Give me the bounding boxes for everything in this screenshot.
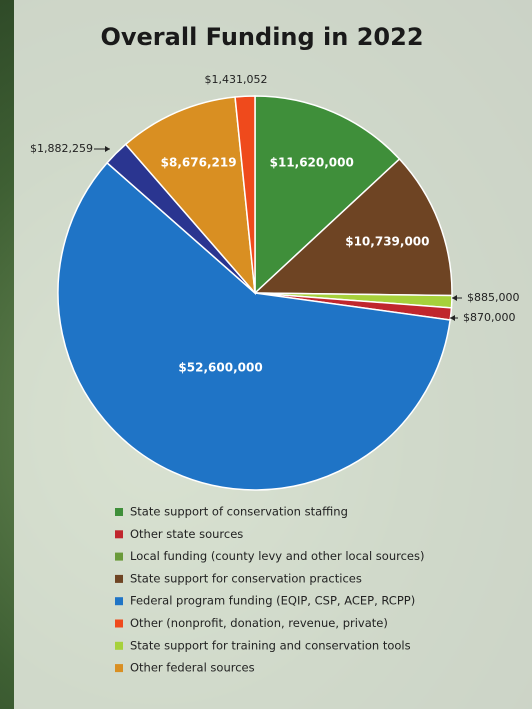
legend-label: Other (nonprofit, donation, revenue, pri… — [130, 616, 388, 630]
data-label: $11,620,000 — [270, 156, 354, 170]
data-label: $8,676,219 — [161, 155, 237, 169]
legend-swatch — [115, 530, 123, 539]
legend-label: State support of conservation staffing — [130, 505, 348, 519]
data-label: $1,431,052 — [205, 73, 268, 86]
legend-swatch — [115, 619, 123, 628]
label-arrowhead — [105, 146, 110, 152]
legend-label: Federal program funding (EQIP, CSP, ACEP… — [130, 594, 415, 608]
legend-label: Other state sources — [130, 527, 243, 541]
pie-slice — [57, 161, 451, 491]
label-arrowhead — [452, 295, 457, 301]
data-label: $870,000 — [463, 311, 516, 324]
pie-slice — [253, 157, 453, 297]
label-arrowhead — [450, 315, 455, 321]
pie-slice — [234, 95, 256, 294]
legend-swatch — [115, 664, 123, 673]
legend-label: Local funding (county levy and other loc… — [130, 549, 424, 563]
legend-label: Other federal sources — [130, 661, 255, 675]
chart-title: Overall Funding in 2022 — [100, 23, 423, 51]
data-label: $885,000 — [467, 291, 520, 304]
data-label: $10,739,000 — [345, 235, 429, 249]
data-label: $52,600,000 — [178, 361, 262, 375]
legend-swatch — [115, 641, 123, 650]
legend-swatch — [115, 574, 123, 583]
legend-swatch — [115, 508, 123, 516]
legend-swatch — [115, 597, 123, 606]
data-label: $1,882,259 — [30, 142, 93, 155]
legend-swatch — [115, 552, 123, 561]
legend-label: State support for conservation practices — [130, 571, 362, 585]
pie-slice — [254, 95, 401, 295]
pie-slice — [124, 96, 256, 296]
legend-label: State support for training and conservat… — [130, 638, 411, 652]
